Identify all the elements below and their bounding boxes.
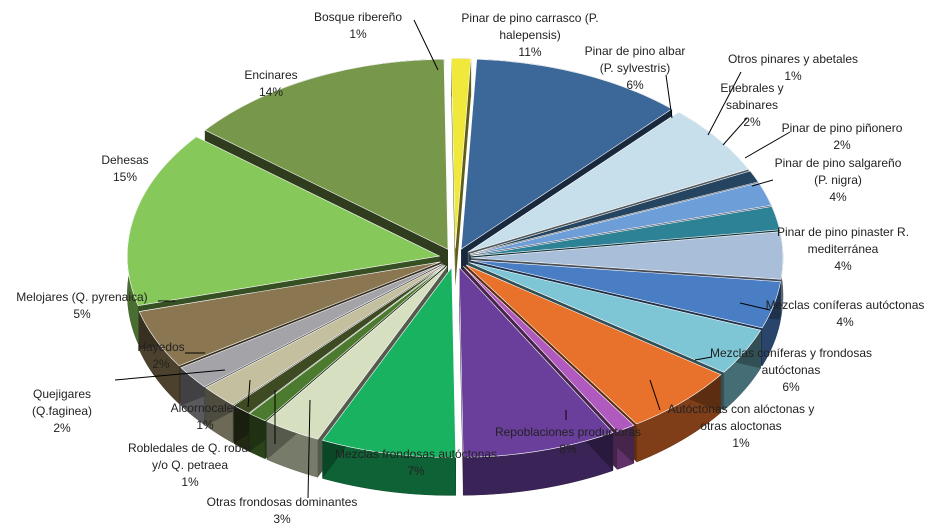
leader-line xyxy=(694,356,713,361)
slice-label: Otras frondosas dominantes 3% xyxy=(207,495,358,526)
leader-line xyxy=(307,399,311,499)
leader-line xyxy=(649,379,661,411)
pie-slice xyxy=(470,182,772,256)
pie-slice xyxy=(233,265,445,414)
leader-line xyxy=(722,117,748,146)
pie-slice xyxy=(463,265,635,432)
pie-slice xyxy=(460,59,673,250)
pie-slice xyxy=(467,111,749,253)
slice-label: Otros pinares y abetales 1% xyxy=(728,52,858,83)
slice-label: Pinar de pino pinaster R. mediterránea 4% xyxy=(777,225,909,273)
pie-slice xyxy=(127,136,441,306)
slice-label: Dehesas 15% xyxy=(101,153,148,184)
slice-label: Alcornocales 1% xyxy=(171,401,240,432)
slice-label: Hayedos 2% xyxy=(137,340,184,371)
pie-slice xyxy=(470,231,784,280)
slice-label: Autóctonas con alóctonas y otras aloctona… xyxy=(668,402,815,450)
pie-slice xyxy=(458,266,614,458)
pie-slice xyxy=(469,170,759,255)
slice-label: Pinar de pino albar (P. sylvestris) 6% xyxy=(585,44,686,92)
pie-slice xyxy=(204,59,449,250)
slice-label: Pinar de pino salgareño (P. nigra) 4% xyxy=(775,156,902,204)
slice-label: Enebrales y sabinares 2% xyxy=(720,81,783,129)
pie-slice xyxy=(321,266,457,458)
pie-slice xyxy=(205,264,444,406)
slice-label: Pinar de pino carrasco (P. halepensis) 11% xyxy=(461,11,598,59)
pie-slice xyxy=(470,206,781,257)
leader-line xyxy=(751,179,774,187)
slice-label: Melojares (Q. pyrenaica) 5% xyxy=(16,290,147,321)
slice-label: Mezclas frondosas autóctonas 7% xyxy=(335,447,497,478)
leader-line xyxy=(114,369,226,381)
slice-label: Mezclas coníferas y frondosas autóctonas 6… xyxy=(710,346,872,394)
slice-label: Mezclas coníferas autóctonas 4% xyxy=(766,298,925,329)
pie-slice xyxy=(249,265,446,422)
pie-slice xyxy=(470,259,781,329)
slice-label: Pinar de pino piñonero 2% xyxy=(782,121,903,152)
slice-label: Quejigares (Q.faginea) 2% xyxy=(32,387,92,435)
pie-slice xyxy=(266,266,448,440)
pie-slice xyxy=(450,58,472,249)
leader-line xyxy=(413,19,439,71)
slice-label: Bosque ribereño 1% xyxy=(314,10,402,41)
slice-label: Robledales de Q. robur y/o Q. petraea 1% xyxy=(128,441,252,489)
leader-line xyxy=(744,131,791,159)
pie-slice xyxy=(465,264,722,425)
leader-line xyxy=(247,379,251,408)
slice-label: Encinares 14% xyxy=(244,68,297,99)
slice-label: Repoblaciones productoras 8% xyxy=(495,425,641,456)
pie-slice xyxy=(138,261,441,367)
pie-slice xyxy=(469,262,762,373)
leader-line xyxy=(665,74,673,119)
leader-line xyxy=(739,302,771,311)
leader-line xyxy=(707,71,742,136)
pie-slice xyxy=(180,263,443,388)
